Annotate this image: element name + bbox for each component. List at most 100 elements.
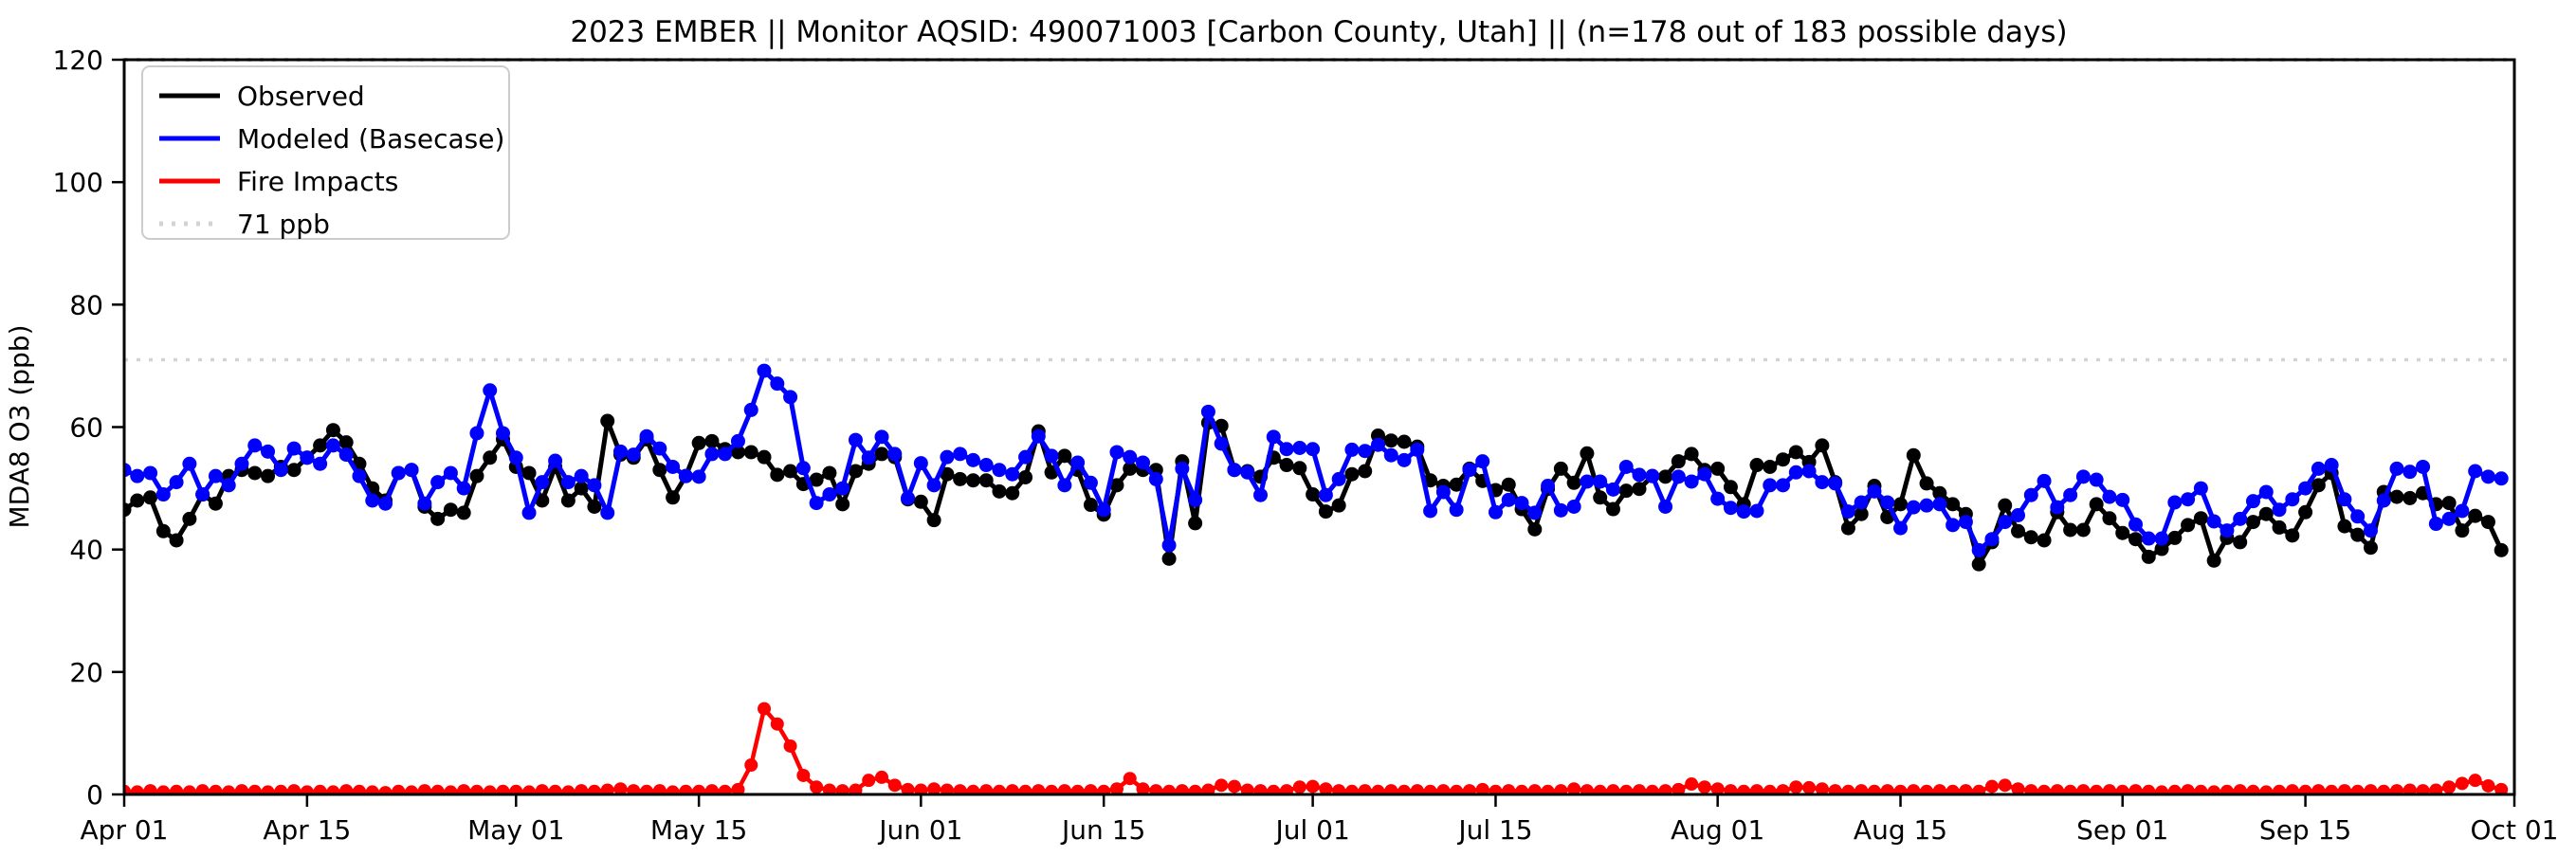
data-point [1580, 474, 1595, 489]
data-point [1109, 478, 1124, 493]
data-point [1306, 779, 1320, 793]
data-point [1932, 784, 1946, 794]
data-point [560, 493, 575, 508]
data-point [1489, 784, 1503, 794]
data-point [1515, 784, 1529, 794]
data-point [2024, 784, 2038, 794]
series-line [124, 368, 2502, 553]
data-point [1215, 778, 1229, 793]
data-point [1109, 782, 1124, 794]
data-point [2441, 496, 2457, 511]
data-point [822, 465, 837, 481]
data-point [2128, 532, 2143, 547]
data-point [1763, 478, 1778, 493]
data-point [1109, 445, 1124, 460]
data-point [1998, 515, 2013, 530]
data-point [2154, 531, 2169, 546]
data-point [535, 493, 550, 508]
x-tick-label: Sep 01 [2076, 814, 2168, 846]
data-point [757, 449, 772, 465]
data-point [222, 785, 236, 794]
data-point [1932, 485, 1947, 501]
data-point [326, 785, 340, 794]
data-point [2233, 535, 2248, 550]
data-point [1514, 496, 1529, 511]
data-point [2037, 533, 2052, 548]
data-point [926, 478, 941, 493]
data-point [1188, 492, 1203, 507]
data-point [286, 441, 301, 456]
data-point [1410, 784, 1424, 794]
data-point [822, 783, 836, 794]
data-point [1292, 461, 1307, 476]
data-point [1018, 449, 1033, 465]
data-point [1618, 459, 1634, 474]
data-point [1200, 404, 1215, 419]
data-point [2416, 459, 2431, 474]
data-point [195, 784, 210, 794]
data-point [1370, 437, 1385, 452]
legend-label: Observed [237, 81, 365, 112]
data-point [1032, 784, 1046, 794]
data-point [143, 784, 157, 794]
data-point [182, 785, 196, 794]
data-point [992, 483, 1007, 499]
data-point [1044, 448, 1059, 464]
data-point [338, 447, 354, 463]
data-point [770, 717, 784, 731]
data-point [1685, 777, 1699, 792]
data-point [2089, 497, 2104, 512]
x-tick-label: May 01 [467, 814, 564, 846]
data-point [1554, 784, 1568, 794]
data-point [1867, 784, 1881, 794]
data-point [1318, 504, 1333, 520]
data-point [221, 478, 236, 493]
data-point [861, 450, 876, 465]
data-point [352, 784, 366, 794]
legend-item-modeled-basecase-: Modeled (Basecase) [159, 123, 504, 155]
data-point [1083, 498, 1098, 513]
data-point [1618, 483, 1634, 499]
data-point [2258, 506, 2274, 521]
data-point [1136, 455, 1151, 470]
x-tick-label: Aug 01 [1671, 814, 1764, 846]
data-point [1371, 784, 1385, 794]
data-point [521, 505, 537, 520]
data-point [718, 784, 732, 794]
data-point [927, 782, 941, 794]
data-point [2337, 519, 2352, 534]
data-point [1553, 502, 1568, 518]
data-point [2285, 784, 2299, 794]
data-point [209, 784, 223, 794]
data-point [1907, 784, 1921, 794]
data-point [2389, 461, 2404, 476]
data-point [1057, 478, 1072, 493]
data-point [1958, 515, 1973, 530]
data-point [496, 784, 510, 794]
data-point [1605, 501, 1620, 517]
data-point [953, 447, 968, 462]
data-point [2494, 542, 2509, 557]
data-point [1501, 492, 1516, 507]
data-point [1344, 442, 1360, 457]
data-point [1971, 556, 1986, 572]
legend-label: Modeled (Basecase) [237, 123, 504, 155]
data-point [1658, 784, 1672, 794]
legend-label: Fire Impacts [237, 166, 398, 197]
legend-label: 71 ppb [237, 209, 330, 240]
data-point [1475, 454, 1490, 469]
data-point [1723, 501, 1738, 516]
y-tick-label: 0 [86, 779, 103, 811]
data-point [365, 493, 380, 508]
data-point [1253, 487, 1269, 502]
data-point [2402, 490, 2418, 505]
data-point [261, 468, 276, 483]
data-point [770, 467, 785, 483]
data-point [2167, 495, 2183, 510]
data-point [2089, 472, 2104, 487]
data-point [430, 475, 446, 490]
data-point [338, 435, 354, 450]
data-point [1749, 503, 1764, 519]
data-point [1084, 784, 1098, 794]
